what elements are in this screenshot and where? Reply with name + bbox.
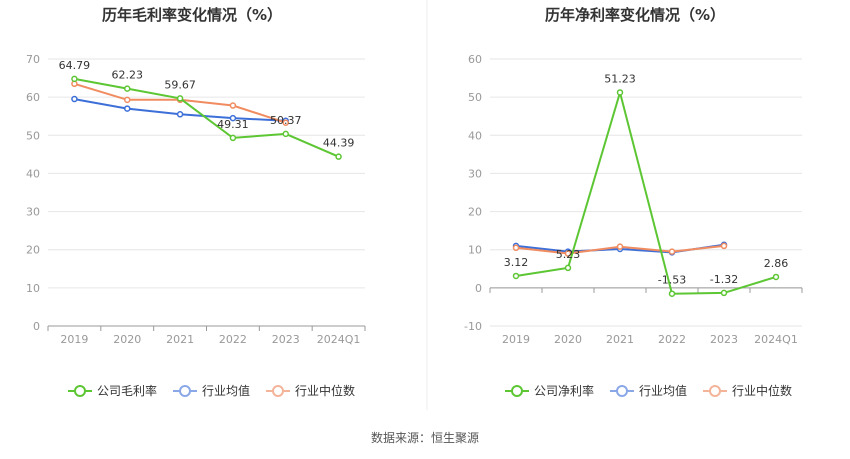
legend-marker [272,385,284,397]
data-label: 51.23 [604,72,636,85]
gross-margin-chart: 历年毛利率变化情况（%） 0 10 20 30 40 50 60 70 2019 2020 2021 2… [26,6,366,398]
x-tick-label: 2023 [710,333,738,346]
y-tick-label: 60 [468,53,482,66]
y-tick-label: 40 [468,129,482,142]
x-tick-label: 2021 [606,333,634,346]
data-point [335,153,342,160]
data-point [668,290,676,297]
data-point [772,273,780,281]
data-point [668,248,676,255]
x-tick-label: 2021 [166,333,194,346]
legend-label: 行业中位数 [732,383,792,398]
data-label: 59.67 [164,78,196,91]
y-tick-label: 0 [33,320,40,333]
series-line [515,88,777,295]
series-line [74,77,339,158]
data-point [71,95,78,103]
y-tick-label: 40 [26,167,40,180]
data-point [124,105,131,112]
data-label: -1.32 [710,273,738,286]
data-label: 3.12 [504,256,529,269]
data-point [616,243,624,250]
data-label: 2.86 [764,257,789,270]
data-point [176,111,184,118]
data-point [124,96,131,104]
y-tick-label: 10 [468,244,482,257]
data-point [229,102,237,109]
y-tick-label: 0 [475,282,482,295]
chart-title: 历年毛利率变化情况（%） [102,6,282,24]
data-point [720,242,728,250]
x-tick-label: 2019 [502,333,530,346]
legend-label: 行业中位数 [295,383,355,398]
data-label: 49.31 [217,118,249,131]
data-label: -1.53 [658,274,686,287]
legend-marker [179,385,191,397]
legend-label: 公司净利率 [534,383,594,398]
chart-title: 历年净利率变化情况（%） [545,6,725,24]
legend-label: 行业均值 [202,383,250,398]
data-point [124,85,131,92]
y-tick-label: 20 [26,244,40,257]
x-tick-label: 2023 [272,333,300,346]
data-label: 64.79 [59,59,91,72]
net-margin-chart: 历年净利率变化情况（%） -10 0 10 20 30 40 50 60 2019 2020 2021… [464,6,803,398]
data-point [720,289,728,297]
y-tick-label: 20 [468,206,482,219]
data-point [564,250,572,257]
x-tick-label: 2024Q1 [317,333,361,346]
data-point [512,272,520,280]
legend-marker [709,385,721,397]
y-tick-label: 30 [26,206,40,219]
data-label: 50.37 [270,114,302,127]
data-point [282,119,289,126]
legend-marker [511,385,523,397]
y-tick-label: 10 [26,282,40,295]
y-tick-label: 50 [468,91,482,104]
x-tick-label: 2022 [219,333,247,346]
data-point [229,134,237,142]
y-tick-label: -10 [464,320,482,333]
data-point [282,130,289,138]
x-tick-label: 2024Q1 [754,333,798,346]
data-point [564,264,572,272]
y-tick-label: 50 [26,129,40,142]
data-point [616,89,624,96]
data-label: 44.39 [323,137,355,150]
data-source: 数据来源：恒生聚源 [371,430,479,445]
x-tick-label: 2020 [554,333,582,346]
data-label: 62.23 [112,69,144,82]
y-tick-label: 70 [26,53,40,66]
data-point [229,114,237,122]
y-tick-label: 30 [468,167,482,180]
legend-label: 公司毛利率 [97,383,157,398]
data-point [71,75,78,83]
legend-label: 行业均值 [639,383,687,398]
data-label: 5.23 [556,248,581,261]
y-tick-label: 60 [26,91,40,104]
data-point [512,244,520,252]
legend-marker [74,385,86,397]
x-tick-label: 2022 [658,333,686,346]
x-tick-label: 2020 [113,333,141,346]
data-point [176,95,184,102]
x-tick-label: 2019 [60,333,88,346]
legend-marker [616,385,628,397]
